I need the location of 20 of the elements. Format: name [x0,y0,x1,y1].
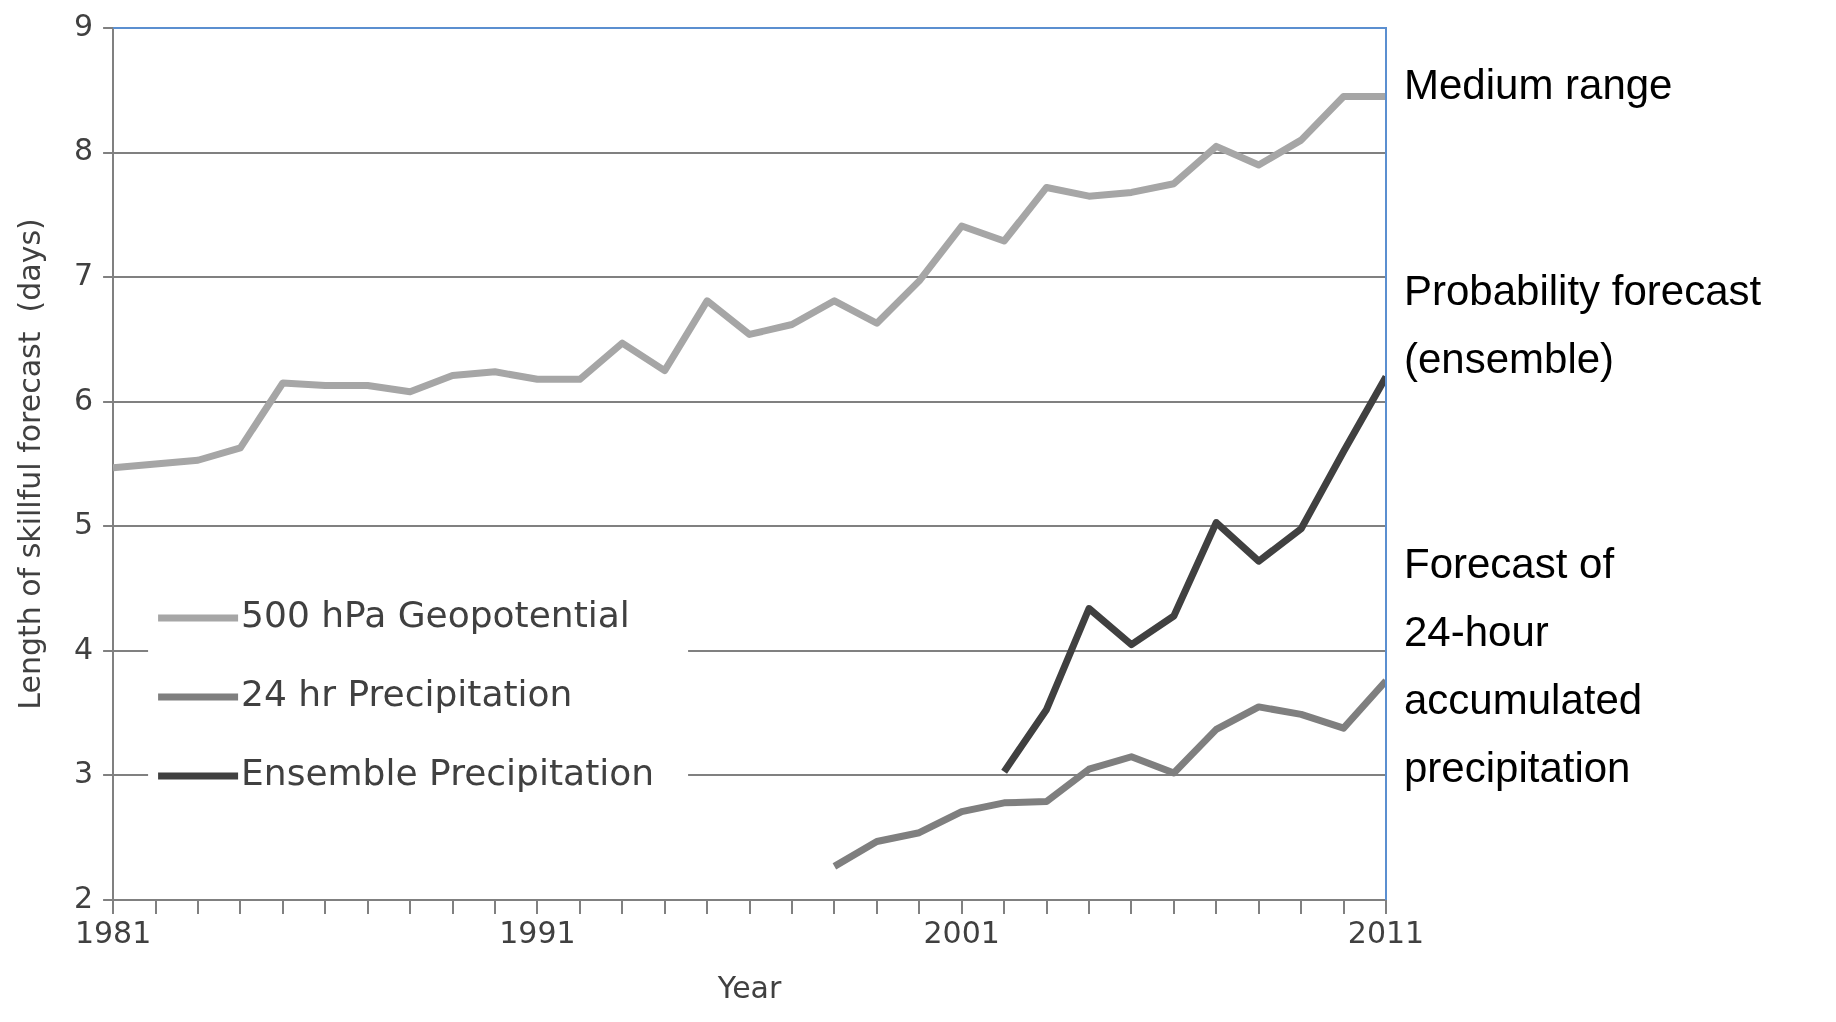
text: Probability forecast (ensemble) [1404,266,1762,382]
x-tick-label: 1991 [499,914,576,950]
y-tick-label: 8 [73,132,94,168]
x-tick-label: 2001 [923,914,1000,950]
y-tick-label: 3 [73,755,94,791]
x-tick-label: 1981 [74,914,152,950]
text: Forecast of 24-hour accumulated precipitation [1404,539,1643,791]
y-tick-label: 7 [73,256,94,292]
y-tick-label: 5 [73,506,94,542]
y-tick-label: 9 [73,7,94,43]
text: Medium range [1404,60,1673,108]
y-tick-label: 6 [73,381,94,417]
legend-label: Ensemble Precipitation [241,752,655,794]
y-axis-title: Length of skillful forecast (days) [11,218,47,710]
legend-label: 500 hPa Geopotential [241,594,630,636]
x-tick-label: 2011 [1347,914,1425,950]
legend-label: 24 hr Precipitation [241,673,573,715]
x-axis-title: Year [716,969,782,1005]
y-tick-label: 4 [73,630,94,666]
y-tick-label: 2 [73,879,94,915]
